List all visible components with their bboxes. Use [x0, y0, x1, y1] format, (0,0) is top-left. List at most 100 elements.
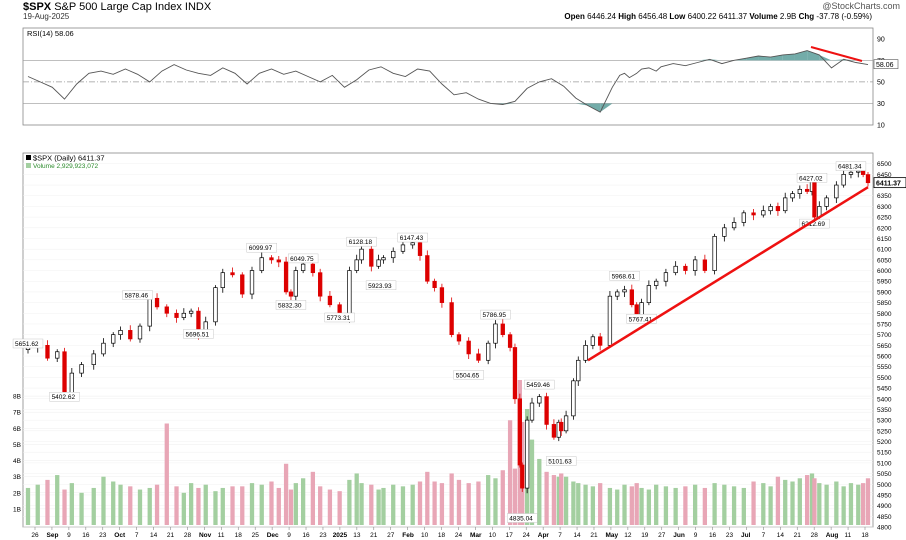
volume-bar — [663, 486, 669, 525]
volume-axis-tick: 5B — [13, 442, 21, 449]
candle-body — [327, 295, 333, 306]
support-trendline — [587, 186, 869, 362]
rsi-overbought-fill — [831, 59, 844, 61]
rsi-panel-frame — [22, 27, 874, 126]
volume-bar — [712, 483, 717, 525]
volume-bar — [683, 486, 688, 525]
candle-body — [692, 259, 698, 271]
volume-bar — [646, 489, 652, 525]
candle-body — [486, 342, 491, 361]
volume-bar — [213, 491, 218, 525]
volume-bar — [456, 479, 462, 525]
x-axis-label-23: 23 — [319, 532, 327, 539]
volume-bar — [400, 486, 406, 525]
price-axis-tick-5550: 5550 — [877, 364, 892, 371]
price-annotation-label: 5832.30 — [278, 302, 302, 309]
x-axis-label-25: 25 — [252, 532, 260, 539]
volume-bar — [137, 489, 143, 525]
volume-bar — [432, 481, 437, 525]
volume-bar — [824, 484, 829, 525]
volume-bar — [164, 423, 169, 525]
volume-bar — [174, 486, 179, 525]
price-annotation-label: 6128.18 — [349, 239, 373, 246]
volume-bar — [654, 484, 659, 525]
x-axis-label-Jun: Jun — [673, 532, 685, 539]
candle-body — [797, 188, 802, 194]
rsi-overbought-fill — [746, 56, 759, 61]
candle-body — [220, 272, 225, 288]
price-panel-frame — [22, 152, 874, 528]
candle-body — [154, 297, 160, 308]
price-axis-tick-5700: 5700 — [877, 332, 892, 339]
candle-body — [69, 372, 74, 395]
x-axis-label-14: 14 — [150, 532, 158, 539]
price-axis-tick-6100: 6100 — [877, 247, 892, 254]
candle-body — [45, 344, 50, 359]
price-annotation-box — [49, 392, 80, 402]
price-annotation-box — [796, 173, 828, 183]
volume-bar — [259, 484, 264, 525]
volume-bar — [154, 484, 160, 525]
candle-body — [860, 170, 866, 175]
volume-bar — [634, 483, 639, 525]
volume-bar — [55, 475, 60, 525]
volume-bar — [576, 483, 581, 525]
volume-bar — [775, 476, 781, 525]
rsi-overbought-fill — [819, 54, 832, 61]
x-axis-label-28: 28 — [811, 532, 819, 539]
volume-bar — [347, 479, 352, 525]
x-axis-label-19: 19 — [641, 532, 649, 539]
volume-bar — [354, 473, 359, 525]
candle-body — [741, 212, 746, 223]
volume-bar — [731, 486, 737, 525]
price-annotation-label: 6049.75 — [290, 256, 314, 263]
volume-bar — [45, 479, 50, 525]
volume-bar — [310, 471, 316, 525]
x-axis-label-17: 17 — [506, 532, 514, 539]
price-annotation-box — [609, 271, 640, 281]
x-axis-label-27: 27 — [387, 532, 395, 539]
x-axis-label-Dec: Dec — [267, 532, 279, 539]
candle-body — [300, 263, 306, 271]
volume-bar — [834, 481, 839, 525]
candle-body — [111, 334, 116, 344]
candle-body — [865, 174, 871, 184]
candle-body — [283, 261, 289, 293]
price-axis-tick-4850: 4850 — [877, 514, 892, 521]
candle-body — [654, 280, 659, 286]
price-panel-title: $SPX (Daily) 6411.37 — [33, 154, 105, 163]
volume-bar — [841, 486, 846, 525]
candle-body — [137, 325, 143, 340]
x-axis-label-11: 11 — [218, 532, 225, 539]
price-annotation-box — [835, 161, 867, 171]
stockcharts-logo: @StockCharts.com — [822, 1, 900, 11]
volume-bar — [276, 487, 281, 525]
rsi-axis-tick-90: 90 — [877, 36, 885, 43]
volume-bar — [692, 484, 698, 525]
volume-bar — [797, 478, 802, 525]
candle-body — [79, 364, 84, 374]
price-annotation-box — [480, 309, 511, 320]
volume-bar — [25, 487, 31, 525]
volume-bar — [196, 487, 201, 525]
candle-body — [439, 287, 445, 303]
x-axis-label-18: 18 — [438, 532, 446, 539]
x-axis-label-28: 28 — [184, 532, 192, 539]
x-axis-label-9: 9 — [694, 532, 698, 539]
volume-bar — [551, 475, 557, 525]
candle-body — [622, 289, 627, 293]
price-annotation-label: 5786.95 — [483, 312, 507, 319]
candle-body — [841, 174, 846, 186]
x-axis-label-Mar: Mar — [470, 532, 482, 539]
price-annotation-label: 6481.34 — [838, 164, 862, 171]
price-axis-tick-5450: 5450 — [877, 386, 892, 393]
rsi-divergence-line — [810, 46, 863, 62]
price-annotation-box — [324, 312, 355, 323]
volume-bar — [493, 478, 498, 525]
volume-bar — [101, 476, 106, 525]
volume-bar — [381, 487, 386, 525]
x-axis-label-23: 23 — [726, 532, 734, 539]
candle-body — [55, 351, 60, 359]
